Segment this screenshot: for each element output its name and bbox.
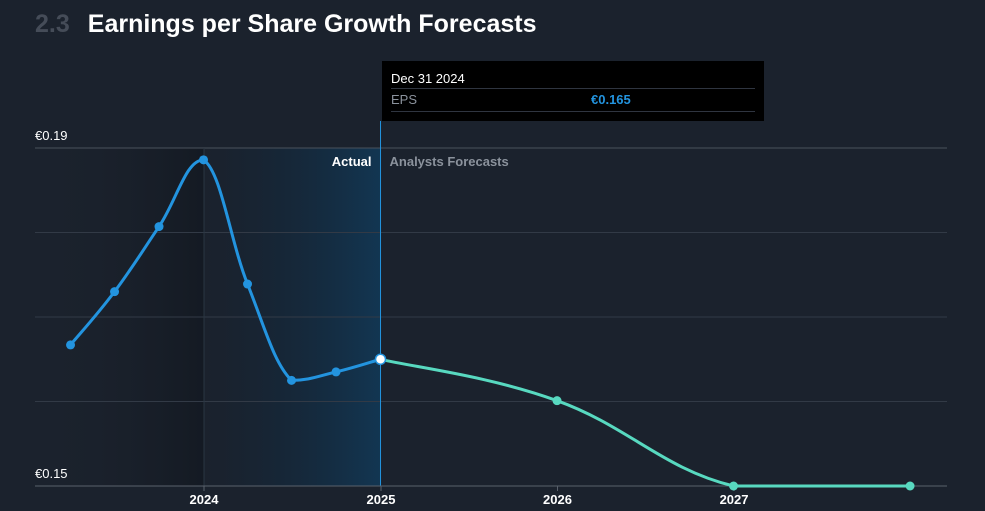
forecast-data-point[interactable] xyxy=(729,481,739,491)
actual-data-point[interactable] xyxy=(66,340,76,350)
actual-data-point[interactable] xyxy=(199,155,209,165)
chart-header: 2.3 Earnings per Share Growth Forecasts xyxy=(35,10,537,39)
tooltip-row: EPS €0.165 xyxy=(391,89,755,112)
actual-data-point[interactable] xyxy=(110,287,120,297)
forecast-data-point[interactable] xyxy=(905,481,915,491)
actual-data-point[interactable] xyxy=(287,375,297,385)
actual-data-point[interactable] xyxy=(154,222,164,232)
tooltip-value: €0.165 xyxy=(591,92,631,107)
y-tick-label: €0.19 xyxy=(35,128,68,143)
actual-series-line xyxy=(69,158,383,382)
forecast-label: Analysts Forecasts xyxy=(390,154,509,169)
actual-label: Actual xyxy=(332,154,372,169)
x-tick-label: 2026 xyxy=(543,492,572,507)
section-number: 2.3 xyxy=(35,10,70,38)
chart-title: Earnings per Share Growth Forecasts xyxy=(87,10,537,38)
forecast-data-point[interactable] xyxy=(552,396,562,406)
highlight-point[interactable] xyxy=(374,353,387,365)
tooltip-date: Dec 31 2024 xyxy=(391,69,755,89)
actual-data-point[interactable] xyxy=(243,279,253,289)
tooltip-label: EPS xyxy=(391,92,418,107)
y-tick-label: €0.15 xyxy=(35,466,68,481)
actual-data-point[interactable] xyxy=(331,367,341,377)
forecast-series-line xyxy=(379,357,912,488)
x-tick-label: 2024 xyxy=(190,492,220,507)
tooltip: Dec 31 2024 EPS €0.165 xyxy=(382,61,764,121)
x-tick-label: 2027 xyxy=(720,492,749,507)
x-tick-label: 2025 xyxy=(367,492,396,507)
